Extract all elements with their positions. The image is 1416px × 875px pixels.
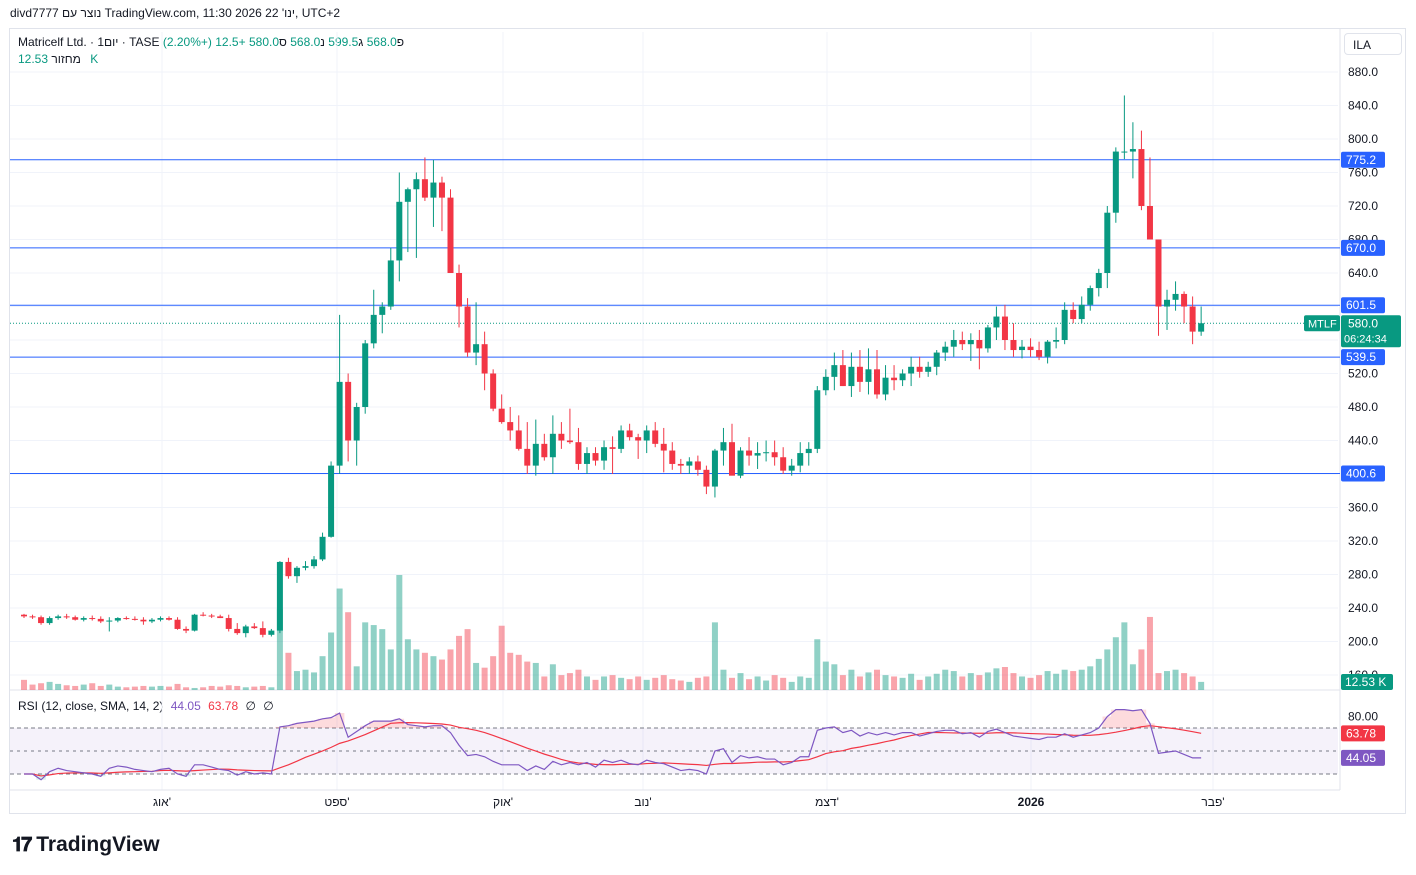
open-value: 568.0 [366, 35, 397, 49]
volume-label[interactable]: מחזור [51, 52, 81, 66]
attribution-header: divd7777 נוצר עם TradingView.com, 11:30 … [10, 6, 341, 20]
volume-value: 12.53 K [18, 52, 99, 66]
rsi-legend: RSI (12, close, SMA, 14, 2) 44.05 63.78 … [18, 699, 274, 713]
rsi-title[interactable]: RSI (12, close, SMA, 14, 2) [18, 699, 164, 713]
close-value: 580.0 [248, 35, 279, 49]
currency-button[interactable]: ILA [1344, 33, 1402, 55]
chart-frame [9, 28, 1406, 814]
logo-text: TradingView [36, 833, 160, 856]
open-label: פ [396, 35, 405, 49]
low-value: 568.0 [290, 35, 321, 49]
rsi-legend-extra1: ∅ [245, 699, 256, 713]
rsi-legend-extra2: ∅ [263, 699, 274, 713]
low-label: נ [320, 35, 325, 49]
volume-legend: מחזור 12.53 K [18, 52, 98, 66]
tradingview-mark-icon: 𝟏𝟕 [12, 833, 32, 856]
high-label: ג [358, 35, 364, 49]
symbol-title[interactable]: Matricelf Ltd. · 1יום · TASE [18, 35, 160, 49]
close-label: ס [279, 35, 287, 49]
rsi-legend-sma: 63.78 [208, 699, 239, 713]
high-value: 599.5 [328, 35, 359, 49]
ohlc-legend: Matricelf Ltd. · 1יום · TASE פ568.0 ג599… [18, 35, 404, 49]
change-value: +12.5 (+2.20%) [162, 35, 246, 49]
rsi-legend-value: 44.05 [170, 699, 201, 713]
tradingview-logo[interactable]: 𝟏𝟕 TradingView [12, 833, 160, 857]
